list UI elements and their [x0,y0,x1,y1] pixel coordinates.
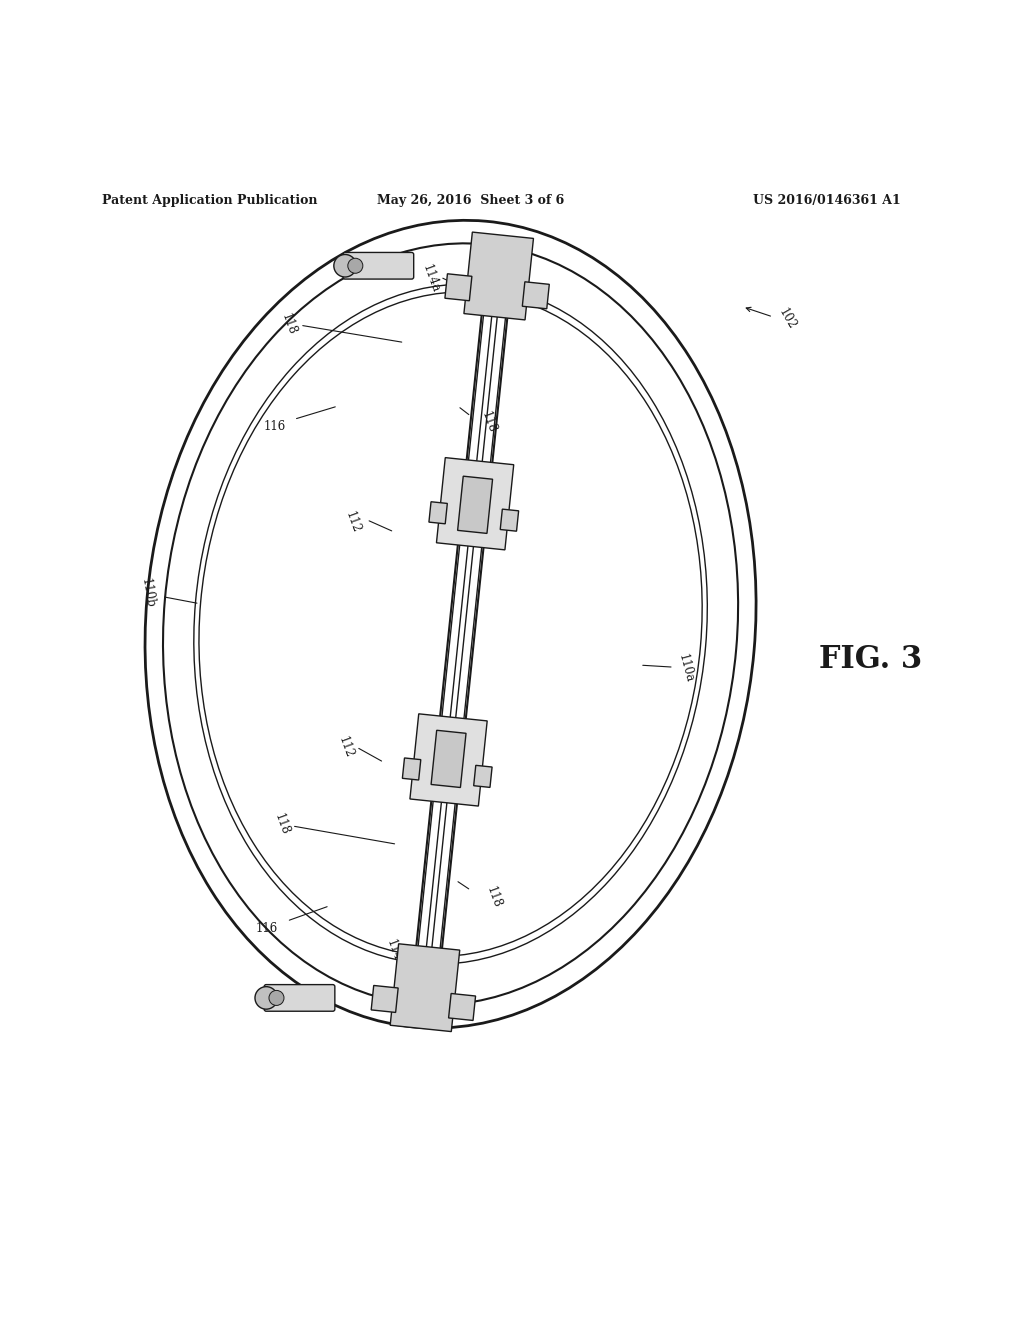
Circle shape [348,259,362,273]
FancyBboxPatch shape [264,985,335,1011]
Polygon shape [458,477,493,533]
FancyBboxPatch shape [343,252,414,279]
Polygon shape [464,232,534,319]
Polygon shape [522,281,549,309]
Polygon shape [390,944,460,1032]
Text: 110b: 110b [138,578,157,610]
Circle shape [334,255,356,277]
Polygon shape [371,986,398,1012]
Text: 114a: 114a [420,263,442,294]
Text: 118: 118 [279,312,298,337]
Polygon shape [410,714,487,807]
Text: 110a: 110a [676,652,696,684]
Text: 116: 116 [256,921,279,935]
Polygon shape [474,766,493,788]
Text: FIG. 3: FIG. 3 [819,644,923,676]
Circle shape [269,990,284,1006]
Polygon shape [431,730,466,788]
Circle shape [255,986,278,1010]
Polygon shape [436,458,514,550]
Text: 118: 118 [479,409,499,436]
Text: 118: 118 [483,884,503,911]
Text: 114b: 114b [384,937,407,970]
Polygon shape [500,510,518,531]
Text: 118: 118 [271,812,291,837]
Polygon shape [444,273,472,301]
Text: 116: 116 [263,420,286,433]
Polygon shape [449,994,475,1020]
Text: 102: 102 [776,306,799,331]
Text: May 26, 2016  Sheet 3 of 6: May 26, 2016 Sheet 3 of 6 [378,194,564,207]
Ellipse shape [145,220,756,1028]
Text: US 2016/0146361 A1: US 2016/0146361 A1 [754,194,901,207]
Text: Patent Application Publication: Patent Application Publication [102,194,317,207]
Text: 112: 112 [336,734,355,759]
Polygon shape [429,502,447,524]
Text: 112: 112 [343,510,362,535]
Polygon shape [402,758,421,780]
